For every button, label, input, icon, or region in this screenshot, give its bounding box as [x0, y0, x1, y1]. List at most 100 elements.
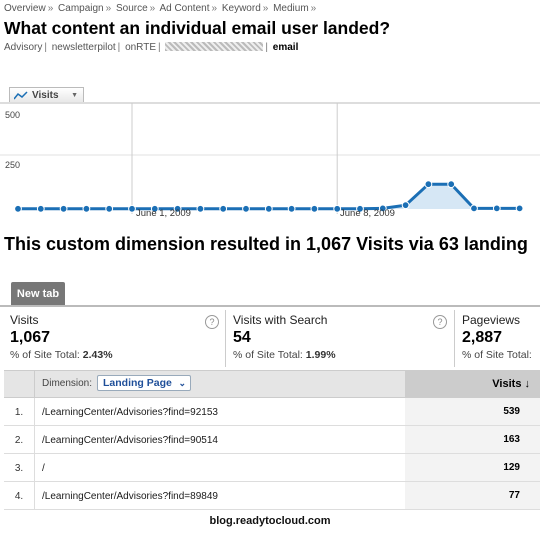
breadcrumb-ad-content[interactable]: Ad Content — [159, 3, 210, 14]
breadcrumb-source[interactable]: Source — [115, 3, 148, 14]
landing-page-link[interactable]: /LearningCenter/Advisories?find=90514 — [42, 435, 218, 446]
metric-visits: Visits 1,067 % of Site Total: 2.43% ? — [4, 308, 224, 368]
data-point[interactable] — [219, 204, 228, 213]
metric-value: 2,887 — [462, 329, 503, 346]
metric-divider — [454, 310, 455, 367]
table-row: 1. /LearningCenter/Advisories?find=92153… — [4, 398, 540, 426]
chevron-down-icon: ▼ — [71, 91, 78, 99]
breadcrumb-medium[interactable]: Medium — [273, 3, 309, 14]
help-icon[interactable]: ? — [433, 315, 447, 329]
breadcrumb: Overview» Campaign» Source» Ad Content» … — [4, 3, 318, 14]
sort-descending-icon: ↓ — [524, 378, 531, 390]
visits-cell: 539 — [405, 398, 540, 425]
visits-cell: 163 — [405, 426, 540, 453]
subtitle-segment[interactable]: Advisory — [4, 42, 43, 53]
data-point[interactable] — [333, 204, 342, 213]
metric-label: Visits — [10, 313, 39, 327]
data-point[interactable] — [424, 180, 433, 189]
table-header: Dimension: Landing Page ⌄ Visits ↓ — [4, 370, 540, 398]
redacted-segment — [165, 42, 264, 51]
visits-column-label: Visits — [492, 378, 522, 390]
visits-cell: 129 — [405, 454, 540, 481]
data-point[interactable] — [447, 180, 456, 189]
data-point[interactable] — [105, 204, 114, 213]
landing-page-link[interactable]: /LearningCenter/Advisories?find=89849 — [42, 491, 218, 502]
dimension-select-value: Landing Page — [103, 377, 172, 389]
data-point[interactable] — [356, 204, 364, 213]
metric-pageviews: Pageviews 2,887 % of Site Total: — [456, 308, 540, 368]
breadcrumb-separator: » — [211, 3, 218, 14]
breadcrumb-keyword[interactable]: Keyword — [221, 3, 261, 14]
breadcrumb-campaign[interactable]: Campaign — [58, 3, 104, 14]
visits-chart: 500 250 June 1, 2009 June 8, 2009 — [0, 102, 540, 220]
metric-percent: % of Site Total: 2.43% — [10, 349, 218, 361]
data-point[interactable] — [59, 204, 68, 213]
breadcrumb-overview[interactable]: Overview — [4, 3, 46, 14]
metric-label: Pageviews — [462, 313, 521, 327]
data-point[interactable] — [515, 204, 524, 213]
y-tick-label: 500 — [5, 110, 20, 120]
subtitle-current: email — [272, 42, 299, 53]
metric-divider — [225, 310, 226, 367]
data-point[interactable] — [196, 204, 205, 213]
metric-percent-label: % of Site Total: — [462, 349, 532, 361]
data-point[interactable] — [264, 204, 273, 213]
tab-divider — [0, 305, 540, 307]
data-point[interactable] — [287, 204, 296, 213]
subtitle-segment[interactable]: onRTE — [125, 42, 157, 53]
chevron-down-icon: ⌄ — [178, 378, 186, 388]
metric-percent-value: 2.43% — [82, 349, 113, 361]
x-date-label: June 8, 2009 — [340, 208, 395, 219]
breadcrumb-separator: » — [262, 3, 269, 14]
row-number-header — [4, 371, 35, 397]
data-point[interactable] — [492, 204, 501, 213]
breadcrumb-separator: » — [47, 3, 54, 14]
metric-label: Visits with Search — [233, 313, 328, 327]
data-point[interactable] — [310, 204, 319, 213]
row-number: 2. — [14, 435, 24, 446]
data-point[interactable] — [36, 204, 45, 213]
data-point[interactable] — [173, 204, 182, 213]
subtitle-path: Advisory | newsletterpilot | onRTE | | emai… — [4, 42, 299, 53]
landing-page-link[interactable]: /LearningCenter/Advisories?find=92153 — [42, 407, 218, 418]
visits-cell: 77 — [405, 482, 540, 509]
metric-visits-with-search: Visits with Search 54 % of Site Total: 1… — [227, 308, 453, 368]
data-point[interactable] — [242, 204, 250, 213]
y-tick-label: 250 — [5, 160, 20, 170]
data-point[interactable] — [470, 204, 478, 213]
data-point[interactable] — [378, 204, 387, 213]
data-point[interactable] — [401, 201, 410, 210]
dimension-label: Dimension: — [42, 378, 93, 389]
data-point[interactable] — [150, 204, 159, 213]
table-row: 3. / 129 — [4, 454, 540, 482]
dimension-select[interactable]: Landing Page ⌄ — [97, 375, 191, 391]
row-number: 3. — [14, 463, 24, 474]
data-point[interactable] — [128, 204, 136, 213]
data-point[interactable] — [82, 204, 91, 213]
metric-percent-value: 1.99% — [305, 349, 336, 361]
subtitle-segment[interactable]: newsletterpilot — [51, 42, 116, 53]
footer-credit: blog.readytocloud.com — [209, 515, 331, 527]
data-point[interactable] — [14, 204, 22, 213]
breadcrumb-separator: » — [149, 3, 156, 14]
page-title: What content an individual email user la… — [4, 18, 391, 38]
metric-percent-label: % of Site Total: — [10, 349, 80, 361]
metric-value: 1,067 — [10, 329, 51, 346]
x-date-label: June 1, 2009 — [136, 208, 191, 219]
series-area — [18, 184, 520, 209]
metric-value: 54 — [233, 329, 251, 346]
metric-percent: % of Site Total: 1.99% — [233, 349, 447, 361]
visits-column-header[interactable]: Visits ↓ — [405, 371, 540, 397]
metric-percent: % of Site Total: — [462, 349, 534, 361]
tab-new[interactable]: New tab — [11, 282, 65, 306]
graph-metric-selector[interactable]: Visits ▼ — [9, 87, 84, 102]
graph-metric-label: Visits — [32, 89, 59, 101]
breadcrumb-separator: » — [310, 3, 317, 14]
landing-page-link[interactable]: / — [42, 463, 45, 474]
help-icon[interactable]: ? — [205, 315, 219, 329]
metric-percent-label: % of Site Total: — [233, 349, 303, 361]
breadcrumb-separator: » — [105, 3, 112, 14]
table-row: 4. /LearningCenter/Advisories?find=89849… — [4, 482, 540, 510]
table-row: 2. /LearningCenter/Advisories?find=90514… — [4, 426, 540, 454]
summary-text: This custom dimension resulted in 1,067 … — [4, 234, 528, 254]
